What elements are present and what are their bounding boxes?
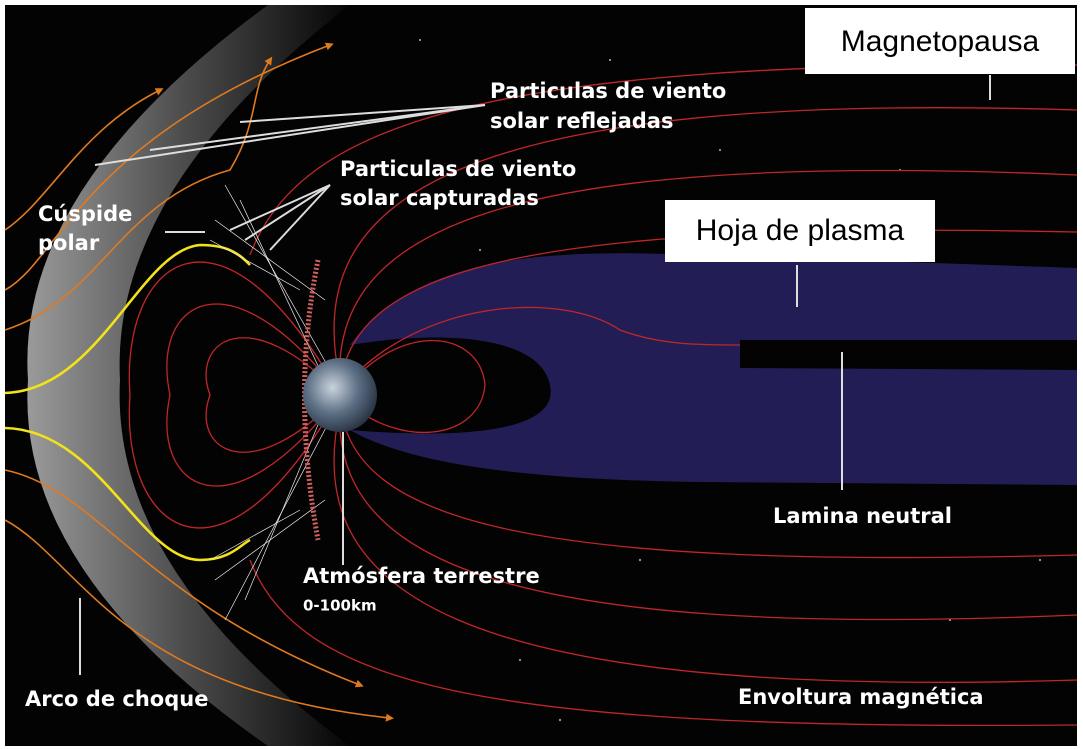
captured-label: solar capturadas: [340, 186, 539, 210]
magnetosheath-label: Envoltura magnética: [738, 685, 984, 709]
reflected-label: solar reflejadas: [490, 109, 673, 133]
neutral-sheet-label: Lamina neutral: [773, 504, 952, 528]
plasma-sheet-label: Hoja de plasma: [696, 214, 905, 247]
cusp-label: Cúspide: [38, 202, 132, 226]
bow-shock-label: Arco de choque: [25, 687, 208, 711]
captured-label: Particulas de viento: [340, 157, 576, 181]
atmosphere-label: Atmósfera terrestre: [303, 564, 540, 588]
magnetopause-label: Magnetopausa: [841, 25, 1040, 58]
reflected-label: Particulas de viento: [490, 79, 726, 103]
earth: [303, 358, 377, 432]
cusp-label: polar: [38, 231, 100, 255]
magnetosphere-diagram: Magnetopausa Hoja de plasma Particulas d…: [0, 0, 1083, 749]
atmosphere-range-label: 0-100km: [303, 597, 377, 615]
